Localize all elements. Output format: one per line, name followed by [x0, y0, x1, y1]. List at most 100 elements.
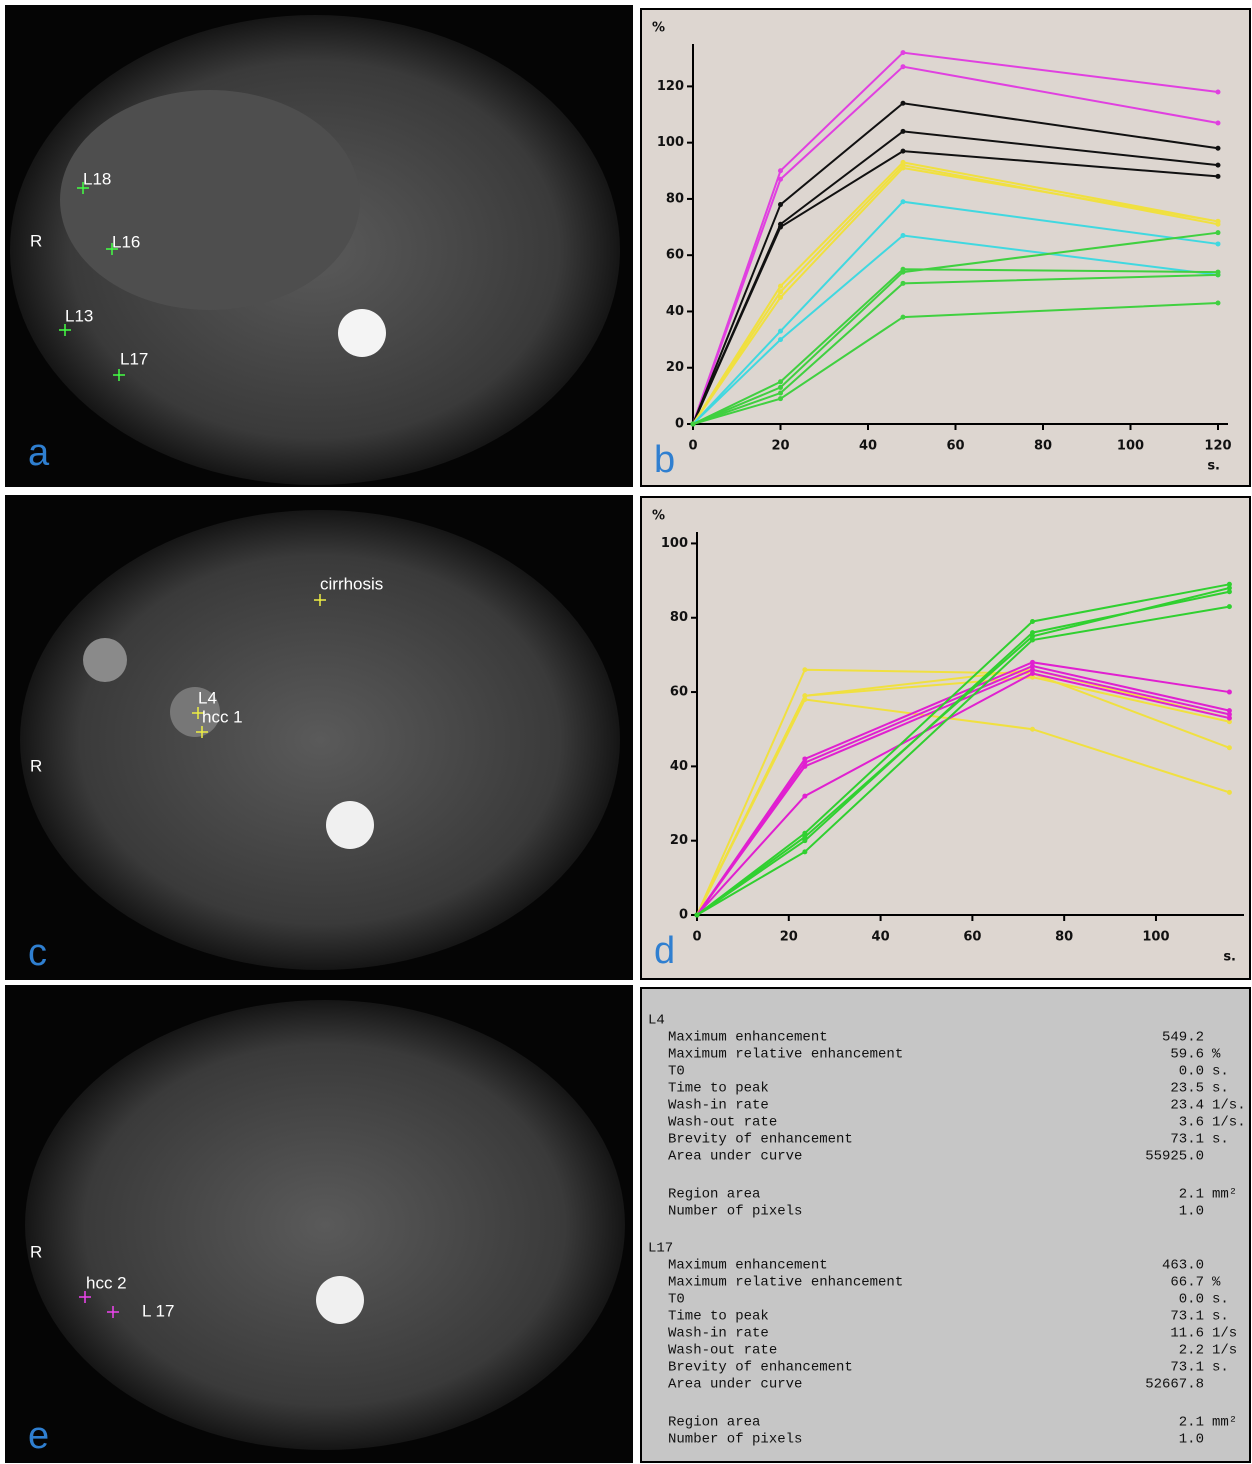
- field-name: Number of pixels: [668, 1204, 802, 1220]
- data-point: [802, 794, 807, 799]
- y-tick-label: 100: [661, 536, 688, 551]
- field-value: 73.1: [1170, 1309, 1204, 1325]
- field-unit: 1/s.: [1212, 1098, 1246, 1114]
- field-value: 3.6: [1179, 1115, 1204, 1131]
- data-point: [901, 270, 906, 275]
- field-value: 73.1: [1170, 1132, 1204, 1148]
- data-point: [802, 764, 807, 769]
- y-tick-label: 80: [670, 610, 688, 625]
- y-tick-label: 0: [675, 417, 684, 432]
- x-tick-label: 0: [692, 930, 701, 945]
- field-value: 2.1: [1179, 1415, 1204, 1431]
- field-unit: %: [1212, 1275, 1221, 1291]
- data-point: [778, 289, 783, 294]
- field-unit: 1/s: [1212, 1343, 1237, 1359]
- field-unit: s.: [1212, 1360, 1229, 1376]
- data-point: [901, 199, 906, 204]
- y-tick-label: 100: [657, 135, 684, 150]
- data-point: [802, 693, 807, 698]
- x-axis-label: s.: [1223, 950, 1236, 965]
- field-value: 0.0: [1179, 1064, 1204, 1080]
- field-unit: mm²: [1212, 1187, 1237, 1203]
- field-name: T0: [668, 1292, 685, 1308]
- data-point: [901, 281, 906, 286]
- field-name: Maximum enhancement: [668, 1258, 828, 1274]
- panel-label: c: [28, 932, 47, 974]
- y-tick-label: 80: [666, 191, 684, 206]
- data-point: [1216, 90, 1221, 95]
- field-name: Time to peak: [668, 1309, 769, 1325]
- field-value: 2.1: [1179, 1187, 1204, 1203]
- data-point: [1030, 671, 1035, 676]
- data-point: [1216, 219, 1221, 224]
- marker-label: L18: [83, 169, 111, 188]
- data-point: [778, 295, 783, 300]
- y-tick-label: 20: [670, 833, 688, 848]
- data-point: [778, 391, 783, 396]
- x-tick-label: 80: [1034, 439, 1052, 454]
- data-point: [695, 913, 700, 918]
- field-value: 52667.8: [1145, 1377, 1204, 1393]
- data-point: [901, 50, 906, 55]
- data-point: [778, 379, 783, 384]
- data-point: [1030, 619, 1035, 624]
- field-name: Area under curve: [668, 1149, 802, 1165]
- y-tick-label: 0: [679, 908, 688, 923]
- orientation-label: R: [30, 231, 42, 250]
- field-unit: s.: [1212, 1292, 1229, 1308]
- data-point: [1227, 745, 1232, 750]
- field-value: 1.0: [1179, 1204, 1204, 1220]
- data-point: [1227, 690, 1232, 695]
- data-point: [1030, 630, 1035, 635]
- data-point: [778, 177, 783, 182]
- orientation-label: R: [30, 756, 42, 775]
- field-value: 23.5: [1170, 1081, 1204, 1097]
- field-value: 2.2: [1179, 1343, 1204, 1359]
- x-tick-label: 120: [1204, 439, 1231, 454]
- orientation-label: R: [30, 1242, 42, 1261]
- field-name: Brevity of enhancement: [668, 1132, 853, 1148]
- field-value: 66.7: [1170, 1275, 1204, 1291]
- y-tick-label: 20: [666, 360, 684, 375]
- y-axis-label: %: [652, 509, 665, 524]
- x-tick-label: 40: [872, 930, 890, 945]
- panel-label: e: [28, 1415, 49, 1457]
- y-axis-label: %: [652, 21, 665, 36]
- field-name: Time to peak: [668, 1081, 769, 1097]
- x-tick-label: 100: [1117, 439, 1144, 454]
- data-point: [778, 385, 783, 390]
- data-point: [1216, 163, 1221, 168]
- data-point: [802, 849, 807, 854]
- x-tick-label: 60: [963, 930, 981, 945]
- data-point: [778, 396, 783, 401]
- x-tick-label: 0: [688, 439, 697, 454]
- y-tick-label: 60: [670, 685, 688, 700]
- x-axis-label: s.: [1207, 459, 1220, 474]
- field-name: Brevity of enhancement: [668, 1360, 853, 1376]
- data-point: [778, 284, 783, 289]
- field-unit: 1/s.: [1212, 1115, 1246, 1131]
- field-name: Region area: [668, 1187, 760, 1203]
- marker-label: L16: [112, 232, 140, 251]
- field-unit: s.: [1212, 1064, 1229, 1080]
- field-unit: mm²: [1212, 1415, 1237, 1431]
- data-point: [1216, 272, 1221, 277]
- data-point: [901, 129, 906, 134]
- y-tick-label: 120: [657, 79, 684, 94]
- x-tick-label: 20: [780, 930, 798, 945]
- panel-label: b: [654, 439, 675, 481]
- field-name: T0: [668, 1064, 685, 1080]
- marker-label: L4: [198, 688, 217, 707]
- mri-a: [5, 5, 633, 487]
- panel-label: a: [28, 432, 50, 474]
- marker-label: hcc 2: [86, 1273, 127, 1292]
- x-tick-label: 60: [946, 439, 964, 454]
- x-tick-label: 20: [771, 439, 789, 454]
- field-name: Maximum enhancement: [668, 1030, 828, 1046]
- field-name: Region area: [668, 1415, 760, 1431]
- figure: L18 L16 R L13 L17 a cirrhosis L4 hcc 1 R…: [0, 0, 1252, 1464]
- field-name: Wash-in rate: [668, 1326, 769, 1342]
- data-point: [1030, 727, 1035, 732]
- marker-label: L17: [120, 349, 148, 368]
- field-name: Maximum relative enhancement: [668, 1047, 903, 1063]
